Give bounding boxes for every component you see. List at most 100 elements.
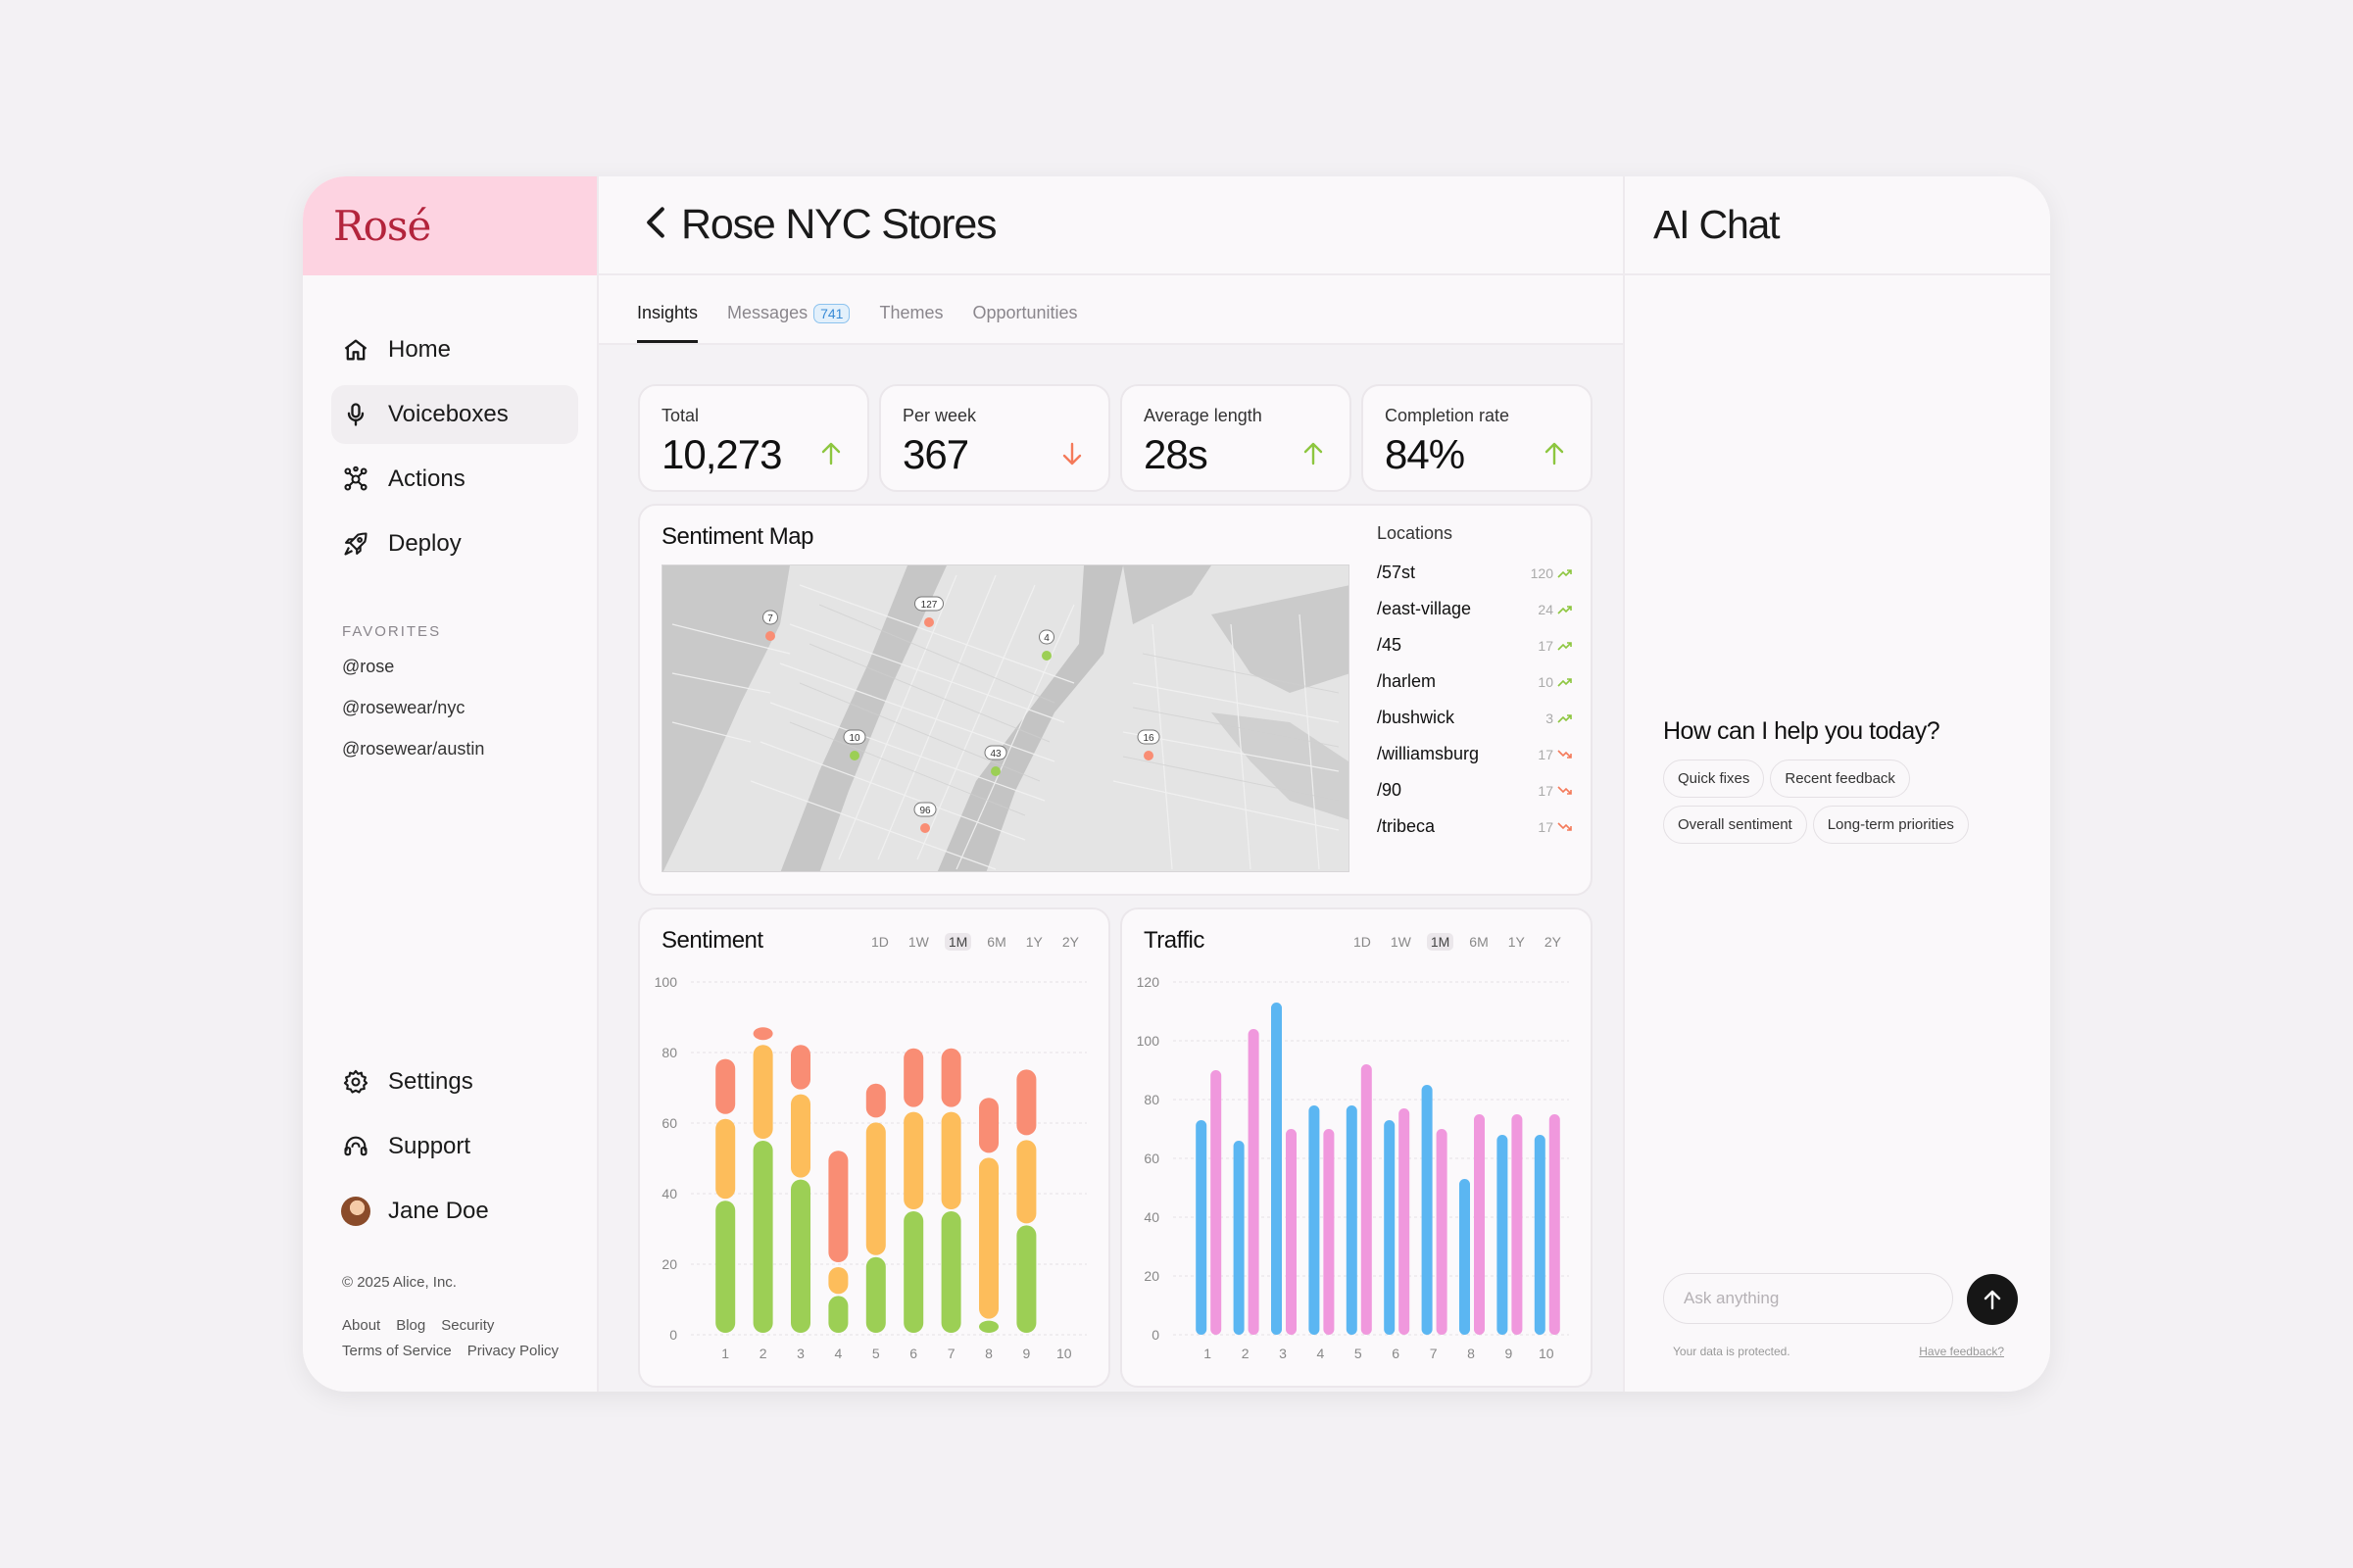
chat-input[interactable] <box>1663 1273 1953 1324</box>
favorite-item[interactable]: @rose <box>342 657 395 676</box>
sentiment-map[interactable]: 7 127 4 10 43 16 96 <box>662 564 1349 872</box>
location-row[interactable]: /57st 120 <box>1377 555 1573 591</box>
bar-blue[interactable] <box>1421 1085 1433 1335</box>
bar-blue[interactable] <box>1196 1120 1207 1335</box>
range-btn-1w[interactable]: 1W <box>1390 934 1411 950</box>
bar-segment-red[interactable] <box>828 1151 849 1262</box>
range-btn-1y[interactable]: 1Y <box>1025 934 1043 950</box>
bar-pink[interactable] <box>1474 1114 1485 1335</box>
location-row[interactable]: /90 17 <box>1377 772 1573 808</box>
location-row[interactable]: /east-village 24 <box>1377 591 1573 627</box>
brand-logo[interactable]: Rosé <box>333 202 431 250</box>
favorite-item[interactable]: @rosewear/nyc <box>342 698 466 717</box>
tab-messages[interactable]: Messages 741 <box>727 303 851 343</box>
range-btn-6m[interactable]: 6M <box>987 934 1006 950</box>
bar-segment-yellow[interactable] <box>715 1118 736 1200</box>
range-btn-1d[interactable]: 1D <box>1352 934 1371 950</box>
favorite-item[interactable]: @rosewear/austin <box>342 739 485 759</box>
chip-quick-fixes[interactable]: Quick fixes <box>1663 760 1765 798</box>
map-marker[interactable]: 10 <box>843 729 866 760</box>
bar-segment-red[interactable] <box>865 1083 886 1118</box>
bar-segment-green[interactable] <box>1016 1225 1037 1333</box>
bar-pink[interactable] <box>1323 1129 1335 1335</box>
bar-pink[interactable] <box>1286 1129 1297 1335</box>
tab-themes[interactable]: Themes <box>879 303 943 343</box>
bar-segment-yellow[interactable] <box>828 1267 849 1295</box>
range-btn-2y[interactable]: 2Y <box>1061 934 1079 950</box>
feedback-link[interactable]: Have feedback? <box>1919 1345 2004 1358</box>
bar-segment-red[interactable] <box>941 1048 961 1107</box>
nav-item-support[interactable]: Support <box>331 1117 578 1176</box>
bar-segment-green[interactable] <box>904 1211 924 1333</box>
location-row[interactable]: /bushwick 3 <box>1377 700 1573 736</box>
range-btn-1m[interactable]: 1M <box>1426 933 1454 951</box>
footer-link-blog[interactable]: Blog <box>396 1317 426 1334</box>
bar-segment-yellow[interactable] <box>979 1157 999 1319</box>
range-btn-6m[interactable]: 6M <box>1469 934 1489 950</box>
chip-long-term-priorities[interactable]: Long-term priorities <box>1812 806 1969 844</box>
map-marker[interactable]: 4 <box>1039 629 1054 661</box>
bar-blue[interactable] <box>1271 1003 1282 1335</box>
chip-recent-feedback[interactable]: Recent feedback <box>1770 760 1910 798</box>
bar-pink[interactable] <box>1248 1029 1259 1335</box>
map-marker[interactable]: 127 <box>914 596 944 627</box>
bar-segment-yellow[interactable] <box>865 1122 886 1255</box>
send-button[interactable] <box>1967 1274 2018 1325</box>
bar-pink[interactable] <box>1360 1064 1372 1335</box>
chevron-left-icon[interactable] <box>642 206 669 244</box>
footer-link-about[interactable]: About <box>342 1317 381 1334</box>
range-btn-2y[interactable]: 2Y <box>1544 934 1561 950</box>
bar-segment-green[interactable] <box>865 1256 886 1333</box>
footer-link-terms[interactable]: Terms of Service <box>342 1343 452 1359</box>
footer-link-security[interactable]: Security <box>441 1317 495 1334</box>
nav-item-settings[interactable]: Settings <box>331 1053 578 1111</box>
bar-pink[interactable] <box>1511 1114 1523 1335</box>
nav-item-home[interactable]: Home <box>331 320 578 379</box>
bar-segment-yellow[interactable] <box>791 1094 810 1178</box>
bar-blue[interactable] <box>1233 1141 1245 1335</box>
nav-item-actions[interactable]: Actions <box>331 450 578 509</box>
footer-link-privacy[interactable]: Privacy Policy <box>466 1343 560 1359</box>
tab-opportunities[interactable]: Opportunities <box>972 303 1077 343</box>
bar-blue[interactable] <box>1496 1135 1508 1335</box>
map-marker[interactable]: 7 <box>762 610 778 641</box>
range-btn-1y[interactable]: 1Y <box>1507 934 1525 950</box>
location-row[interactable]: /tribeca 17 <box>1377 808 1573 845</box>
bar-segment-green[interactable] <box>941 1211 961 1333</box>
map-marker[interactable]: 16 <box>1137 729 1160 760</box>
bar-blue[interactable] <box>1534 1135 1545 1335</box>
bar-blue[interactable] <box>1346 1105 1357 1335</box>
location-row[interactable]: /45 17 <box>1377 627 1573 663</box>
bar-segment-green[interactable] <box>715 1200 736 1333</box>
location-row[interactable]: /harlem 10 <box>1377 663 1573 700</box>
nav-item-deploy[interactable]: Deploy <box>331 514 578 573</box>
bar-segment-red[interactable] <box>715 1058 736 1114</box>
bar-segment-red[interactable] <box>753 1027 773 1041</box>
bar-segment-green[interactable] <box>979 1320 999 1333</box>
bar-segment-yellow[interactable] <box>904 1111 924 1209</box>
map-marker[interactable]: 43 <box>984 745 1007 776</box>
bar-segment-red[interactable] <box>979 1098 999 1153</box>
location-row[interactable]: /williamsburg 17 <box>1377 736 1573 772</box>
bar-pink[interactable] <box>1398 1108 1410 1335</box>
range-btn-1d[interactable]: 1D <box>870 934 889 950</box>
bar-segment-yellow[interactable] <box>1016 1140 1037 1224</box>
bar-blue[interactable] <box>1308 1105 1320 1335</box>
bar-blue[interactable] <box>1384 1120 1396 1335</box>
chip-overall-sentiment[interactable]: Overall sentiment <box>1663 806 1807 844</box>
bar-pink[interactable] <box>1548 1114 1560 1335</box>
bar-segment-yellow[interactable] <box>941 1111 961 1209</box>
bar-segment-red[interactable] <box>791 1045 810 1090</box>
bar-segment-green[interactable] <box>828 1296 849 1333</box>
nav-item-user[interactable]: Jane Doe <box>331 1182 578 1241</box>
bar-segment-red[interactable] <box>1016 1069 1037 1136</box>
bar-segment-red[interactable] <box>904 1048 924 1107</box>
bar-segment-green[interactable] <box>753 1141 773 1333</box>
bar-pink[interactable] <box>1210 1070 1222 1335</box>
bar-pink[interactable] <box>1436 1129 1447 1335</box>
range-btn-1w[interactable]: 1W <box>907 934 929 950</box>
bar-segment-yellow[interactable] <box>753 1045 773 1139</box>
tab-insights[interactable]: Insights <box>637 303 699 343</box>
range-btn-1m[interactable]: 1M <box>944 933 972 951</box>
nav-item-voiceboxes[interactable]: Voiceboxes <box>331 385 578 444</box>
